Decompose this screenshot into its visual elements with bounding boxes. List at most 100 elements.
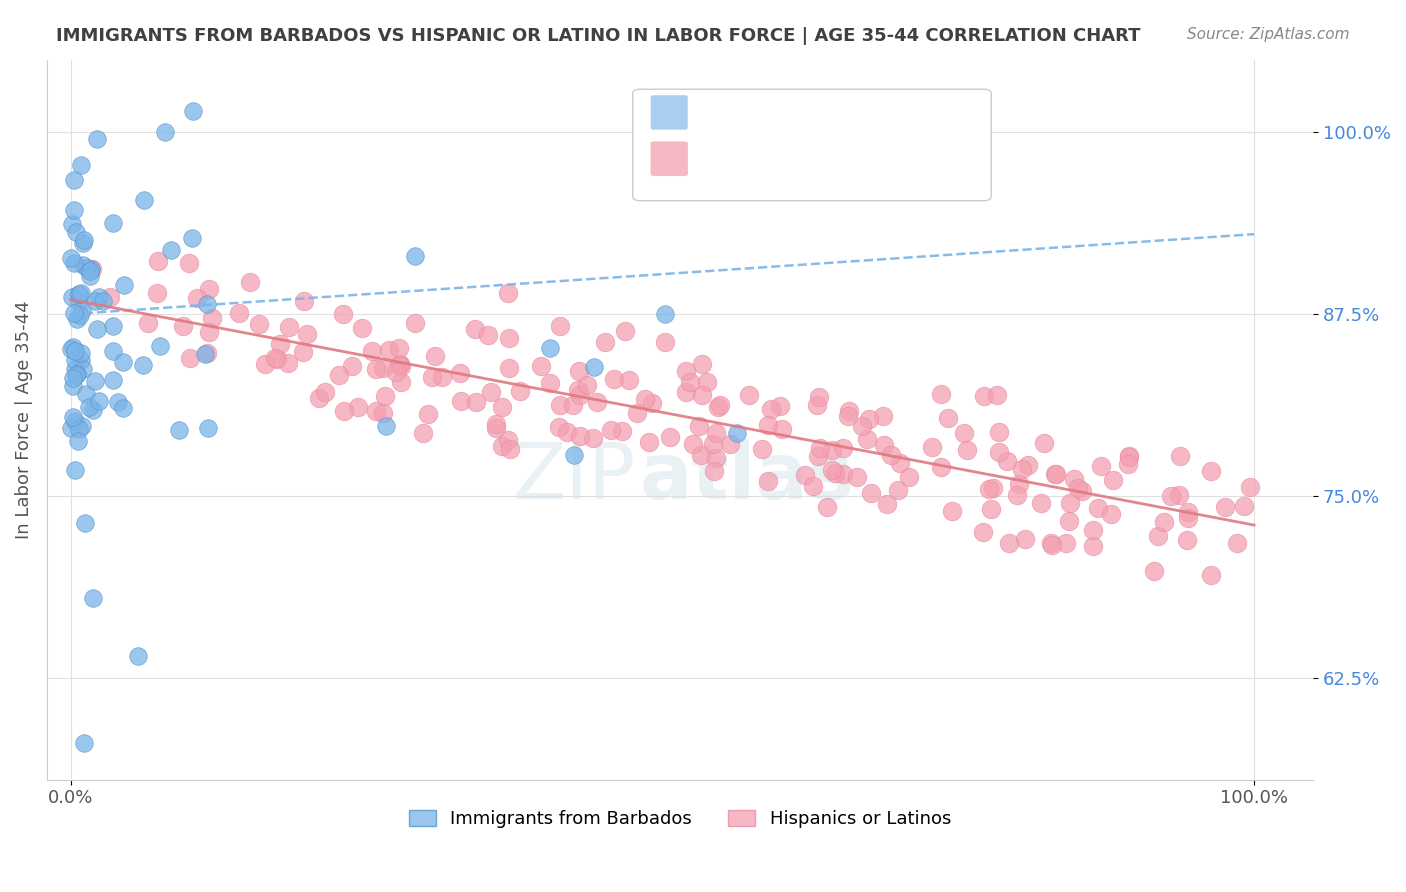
Point xyxy=(70,346,93,360)
Point xyxy=(880,448,903,462)
Point xyxy=(593,335,616,350)
Point xyxy=(756,418,779,433)
Point xyxy=(1118,450,1140,465)
Point xyxy=(63,353,86,368)
Point xyxy=(832,467,855,481)
Point xyxy=(132,193,155,207)
Point xyxy=(378,343,401,357)
Point xyxy=(675,364,697,378)
Point xyxy=(855,432,877,446)
Point xyxy=(600,423,623,437)
Point xyxy=(690,448,713,462)
Point xyxy=(60,421,83,435)
Point xyxy=(373,406,395,420)
Point xyxy=(567,364,589,378)
Point xyxy=(692,357,714,371)
Point xyxy=(89,394,111,409)
Point xyxy=(703,464,725,478)
Point xyxy=(111,401,134,415)
Point xyxy=(62,379,84,393)
Point xyxy=(423,349,446,363)
Point xyxy=(291,344,314,359)
Point xyxy=(682,437,704,451)
Point xyxy=(801,478,824,492)
Point xyxy=(278,320,301,334)
Point xyxy=(389,359,412,373)
Point xyxy=(808,390,831,404)
Point xyxy=(1160,489,1182,503)
Point xyxy=(63,362,86,376)
Point xyxy=(941,504,963,518)
Point xyxy=(582,432,605,446)
Point xyxy=(63,172,86,186)
Point xyxy=(806,398,828,412)
Point xyxy=(73,233,96,247)
Point xyxy=(1201,464,1223,478)
Point xyxy=(1239,480,1261,494)
Point xyxy=(112,278,135,293)
Point xyxy=(1007,488,1029,502)
Point xyxy=(70,302,93,317)
Point xyxy=(70,419,93,434)
Point xyxy=(195,346,218,360)
Point xyxy=(72,235,94,250)
Point xyxy=(62,306,84,320)
Point xyxy=(404,249,426,263)
Point xyxy=(998,535,1021,549)
Point xyxy=(1017,458,1039,472)
Point xyxy=(995,454,1018,468)
Point xyxy=(936,411,959,425)
Point xyxy=(172,318,194,333)
Point xyxy=(491,439,513,453)
Point xyxy=(264,351,287,365)
Point xyxy=(79,400,101,414)
Text: IMMIGRANTS FROM BARBADOS VS HISPANIC OR LATINO IN LABOR FORCE | AGE 35-44 CORREL: IMMIGRANTS FROM BARBADOS VS HISPANIC OR … xyxy=(56,27,1140,45)
Point xyxy=(80,261,103,276)
Point xyxy=(986,388,1008,402)
Point xyxy=(509,384,531,399)
Point xyxy=(838,404,860,418)
Point xyxy=(568,388,591,402)
Point xyxy=(62,410,84,425)
Point xyxy=(63,343,86,358)
Point xyxy=(929,387,952,401)
Point xyxy=(1045,467,1067,481)
Point xyxy=(1153,516,1175,530)
Point xyxy=(921,440,943,454)
Point xyxy=(167,423,190,437)
Point xyxy=(851,419,873,434)
Point xyxy=(388,357,411,371)
Point xyxy=(374,389,396,403)
Point xyxy=(389,375,412,389)
Point xyxy=(1066,481,1088,495)
Point xyxy=(688,182,710,196)
Point xyxy=(83,374,105,388)
Point xyxy=(1057,514,1080,528)
Point xyxy=(702,436,724,450)
Text: N =  201: N = 201 xyxy=(865,149,939,167)
Point xyxy=(89,290,111,304)
Point xyxy=(973,389,995,403)
Point xyxy=(308,392,330,406)
Point xyxy=(228,306,250,320)
Point xyxy=(65,368,87,382)
Point xyxy=(197,421,219,435)
Point xyxy=(361,344,384,359)
Point xyxy=(67,434,90,449)
Point xyxy=(614,325,637,339)
Point xyxy=(956,443,979,458)
Point xyxy=(1175,533,1198,547)
Point xyxy=(887,483,910,497)
Point xyxy=(806,449,828,463)
Point xyxy=(181,231,204,245)
Point xyxy=(59,343,82,357)
Point xyxy=(266,351,288,366)
Point xyxy=(562,398,585,412)
Point xyxy=(675,385,697,400)
Point xyxy=(387,358,409,372)
Point xyxy=(254,357,277,371)
Point xyxy=(111,355,134,369)
Point xyxy=(585,394,607,409)
Point xyxy=(60,217,83,231)
Point xyxy=(569,429,592,443)
